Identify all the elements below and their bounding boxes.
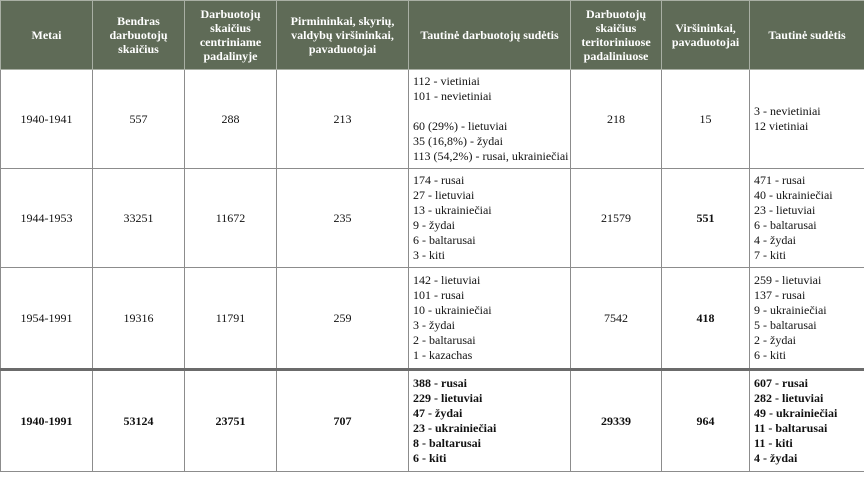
cell-sudetis: 3 - nevietiniai 12 vietiniai (749, 69, 864, 169)
list-item: 101 - rusai (413, 288, 465, 302)
cell-teritorinis: 218 (570, 69, 662, 169)
list-item: 12 vietiniai (754, 119, 809, 133)
cell-sudetis: 259 - lietuviai 137 - rusai 9 - ukrainie… (749, 267, 864, 370)
cell-tautine: 388 - rusai 229 - lietuviai 47 - žydai 2… (408, 368, 571, 472)
table-row: 1944-1953 33251 11672 235 174 - rusai 27… (0, 168, 864, 268)
cell-tautine: 174 - rusai 27 - lietuviai 13 - ukrainie… (408, 168, 571, 268)
list-item: 3 - žydai (413, 318, 455, 332)
list-item: 142 - lietuviai (413, 273, 481, 287)
cell-sudetis: 471 - rusai 40 - ukrainiečiai 23 - lietu… (749, 168, 864, 268)
header-tautine: Tautinė darbuotojų sudėtis (408, 0, 571, 70)
cell-tautine: 112 - vietiniai 101 - nevietiniai 60 (29… (408, 69, 571, 169)
list-item: 4 - žydai (754, 451, 798, 465)
list-item: 6 - kiti (754, 348, 786, 362)
cell-virsininkai: 418 (661, 267, 750, 370)
cell-bendras: 33251 (92, 168, 185, 268)
list-item: 5 - baltarusai (754, 318, 817, 332)
list-item: 6 - baltarusai (413, 233, 476, 247)
list-item: 174 - rusai (413, 173, 465, 187)
list-item: 113 (54,2%) - rusai, ukrainiečiai (413, 149, 569, 163)
list-item: 23 - lietuviai (754, 203, 816, 217)
cell-teritorinis: 21579 (570, 168, 662, 268)
list-item: 2 - baltarusai (413, 333, 476, 347)
list-item: 388 - rusai (413, 376, 467, 390)
cell-pirmininkai: 259 (276, 267, 409, 370)
list-item: 101 - nevietiniai (413, 89, 492, 103)
list-item: 47 - žydai (413, 406, 463, 420)
list-item: 40 - ukrainiečiai (754, 188, 833, 202)
list-item: 137 - rusai (754, 288, 806, 302)
cell-pirmininkai: 707 (276, 368, 409, 472)
cell-sudetis: 607 - rusai 282 - lietuviai 49 - ukraini… (749, 368, 864, 472)
cell-teritorinis: 7542 (570, 267, 662, 370)
list-item: 259 - lietuviai (754, 273, 822, 287)
cell-metai: 1944-1953 (0, 168, 93, 268)
list-item: 4 - žydai (754, 233, 796, 247)
header-sudetis: Tautinė sudėtis (749, 0, 864, 70)
table-row: 1940-1941 557 288 213 112 - vietiniai 10… (0, 69, 864, 169)
cell-centrinis: 11791 (184, 267, 277, 370)
header-centrinis: Darbuotojų skaičius centriniame padaliny… (184, 0, 277, 70)
list-item: 229 - lietuviai (413, 391, 483, 405)
list-item: 27 - lietuviai (413, 188, 475, 202)
list-item: 112 - vietiniai (413, 74, 480, 88)
list-item: 2 - žydai (754, 333, 796, 347)
list-item: 282 - lietuviai (754, 391, 824, 405)
list-item: 9 - žydai (413, 218, 455, 232)
list-item: 60 (29%) - lietuviai (413, 119, 508, 133)
list-item: 6 - kiti (413, 451, 447, 465)
list-item: 13 - ukrainiečiai (413, 203, 492, 217)
list-item: 49 - ukrainiečiai (754, 406, 838, 420)
list-item: 9 - ukrainiečiai (754, 303, 827, 317)
header-virsininkai: Viršininkai, pavaduotojai (661, 0, 750, 70)
list-item: 6 - baltarusai (754, 218, 817, 232)
cell-teritorinis: 29339 (570, 368, 662, 472)
cell-metai: 1940-1991 (0, 368, 93, 472)
table-row: 1954-1991 19316 11791 259 142 - lietuvia… (0, 267, 864, 370)
cell-metai: 1954-1991 (0, 267, 93, 370)
header-metai: Metai (0, 0, 93, 70)
cell-pirmininkai: 213 (276, 69, 409, 169)
cell-metai: 1940-1941 (0, 69, 93, 169)
cell-bendras: 19316 (92, 267, 185, 370)
list-item: 3 - nevietiniai (754, 104, 821, 118)
cell-tautine: 142 - lietuviai 101 - rusai 10 - ukraini… (408, 267, 571, 370)
cell-bendras: 557 (92, 69, 185, 169)
cell-centrinis: 23751 (184, 368, 277, 472)
list-item: 7 - kiti (754, 248, 786, 262)
list-item: 471 - rusai (754, 173, 806, 187)
header-row: Metai Bendras darbuotojų skaičius Darbuo… (0, 0, 864, 70)
cell-bendras: 53124 (92, 368, 185, 472)
list-item: 35 (16,8%) - žydai (413, 134, 503, 148)
list-item: 23 - ukrainiečiai (413, 421, 497, 435)
cell-virsininkai: 964 (661, 368, 750, 472)
cell-virsininkai: 15 (661, 69, 750, 169)
list-gap (413, 104, 566, 119)
cell-centrinis: 288 (184, 69, 277, 169)
header-pirmininkai: Pirmininkai, skyrių, valdybų viršininkai… (276, 0, 409, 70)
cell-pirmininkai: 235 (276, 168, 409, 268)
list-item: 10 - ukrainiečiai (413, 303, 492, 317)
list-item: 8 - baltarusai (413, 436, 482, 450)
cell-virsininkai: 551 (661, 168, 750, 268)
list-item: 607 - rusai (754, 376, 808, 390)
list-item: 1 - kazachas (413, 348, 473, 362)
list-item: 11 - kiti (754, 436, 793, 450)
cell-centrinis: 11672 (184, 168, 277, 268)
list-item: 3 - kiti (413, 248, 445, 262)
table-row-total: 1940-1991 53124 23751 707 388 - rusai 22… (0, 368, 864, 472)
header-teritorinis: Darbuotojų skaičius teritoriniuose padal… (570, 0, 662, 70)
header-bendras: Bendras darbuotojų skaičius (92, 0, 185, 70)
list-item: 11 - baltarusai (754, 421, 828, 435)
